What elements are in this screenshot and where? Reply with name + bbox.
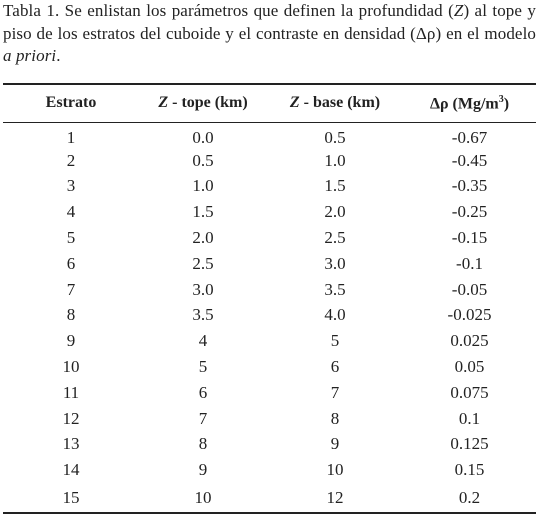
table-cell: 9 (66, 331, 76, 351)
table-row: 15 10 12 0.2 (3, 483, 536, 514)
table-row: 10 5 6 0.05 (3, 354, 536, 380)
table-cell: 5 (66, 228, 76, 248)
caption-text: Z (453, 1, 464, 20)
header-text: - base (km) (299, 94, 381, 112)
table-header: Estrato Z - tope (km) Z - base (km) Δρ (Mg/… (3, 84, 536, 122)
table-cell: -0.025 (447, 305, 492, 325)
table-cell: 7 (198, 408, 208, 428)
table-cell: 12 (62, 408, 80, 428)
table-row: 5 2.0 2.5 -0.15 (3, 225, 536, 251)
table-cell: -0.45 (451, 150, 488, 170)
table-cell: 3.0 (324, 253, 346, 273)
table-cell: 0.5 (324, 127, 346, 147)
table-cell: 9 (330, 434, 340, 454)
table-cell: 0.2 (458, 487, 481, 507)
header-text: 3 (498, 93, 504, 105)
table-row: 2 0.5 1.0 -0.45 (3, 148, 536, 174)
table-cell: 1 (66, 127, 76, 147)
table-body: 1 0.0 0.5 -0.67 2 0.5 1.0 -0.45 3 1.0 1.5 -0.35 4 1.5… (3, 122, 536, 514)
table-cell: 7 (330, 382, 340, 402)
table-cell: 1.5 (324, 176, 346, 196)
table-cell: 0.15 (454, 460, 485, 480)
table-cell: 2 (66, 150, 76, 170)
caption-text: ) al tope y piso de los estratos del cub… (3, 1, 536, 43)
table-cell: 8 (66, 305, 76, 325)
table-cell: -0.05 (451, 279, 488, 299)
table-cell: 1.0 (192, 176, 214, 196)
table-row: 7 3.0 3.5 -0.05 (3, 277, 536, 303)
column-header: Z - base (km) (267, 84, 403, 122)
table-cell: -0.1 (456, 253, 483, 273)
table-row: 13 8 9 0.125 (3, 432, 536, 458)
table-cell: -0.25 (451, 202, 488, 222)
table-cell: 0.025 (450, 331, 489, 351)
table-cell: 1.5 (192, 202, 214, 222)
table-cell: 7 (66, 279, 76, 299)
table-cell: 0.0 (192, 127, 214, 147)
table-cell: 15 (62, 487, 80, 507)
header-text: Z (158, 94, 169, 112)
table-cell: -0.67 (451, 127, 488, 147)
table-cell: 2.0 (192, 228, 214, 248)
table-cell: 10 (194, 487, 212, 507)
table-cell: 2.5 (192, 253, 214, 273)
column-header: Estrato (3, 84, 139, 122)
table-cell: 8 (330, 408, 340, 428)
table-cell: 0.125 (450, 434, 489, 454)
header-text: Δρ (Mg/m (429, 94, 499, 112)
table-cell: 11 (62, 382, 80, 402)
table-cell: 12 (326, 487, 344, 507)
table-row: 3 1.0 1.5 -0.35 (3, 174, 536, 200)
table-cell: 1.0 (324, 150, 346, 170)
header-row: Estrato Z - tope (km) Z - base (km) Δρ (Mg/… (3, 84, 536, 122)
table-cell: 0.075 (450, 382, 489, 402)
table-cell: 4 (66, 202, 76, 222)
table-cell: 5 (198, 357, 208, 377)
caption-text: a priori (3, 46, 57, 65)
column-header: Z - tope (km) (139, 84, 267, 122)
table-cell: -0.35 (451, 176, 488, 196)
table-cell: 8 (198, 434, 208, 454)
table-cell: 4 (198, 331, 208, 351)
table-cell: 4.0 (324, 305, 346, 325)
table-cell: 2.0 (324, 202, 346, 222)
table-cell: 10 (326, 460, 344, 480)
table-cell: 3.5 (192, 305, 214, 325)
table-cell: 0.1 (458, 408, 481, 428)
header-text: ) (503, 94, 510, 112)
table-cell: 9 (198, 460, 208, 480)
table-row: 12 7 8 0.1 (3, 406, 536, 432)
table-cell: 3.5 (324, 279, 346, 299)
table-cell: 10 (62, 357, 80, 377)
table-cell: 6 (198, 382, 208, 402)
table-cell: 13 (62, 434, 80, 454)
table-cell: 3 (66, 176, 76, 196)
table-row: 6 2.5 3.0 -0.1 (3, 251, 536, 277)
table-cell: 5 (330, 331, 340, 351)
table-cell: 14 (62, 460, 80, 480)
table-row: 11 6 7 0.075 (3, 380, 536, 406)
table-cell: 0.05 (454, 357, 485, 377)
table-cell: 3.0 (192, 279, 214, 299)
column-header: Δρ (Mg/m3) (403, 84, 536, 122)
table-cell: -0.15 (451, 228, 488, 248)
table-row: 1 0.0 0.5 -0.67 (3, 122, 536, 148)
table-cell: 6 (66, 253, 76, 273)
table-row: 9 4 5 0.025 (3, 328, 536, 354)
table-row: 8 3.5 4.0 -0.025 (3, 303, 536, 329)
table-cell: 0.5 (192, 150, 214, 170)
table-cell: 2.5 (324, 228, 346, 248)
caption-text: . (56, 46, 61, 65)
table-cell: 6 (330, 357, 340, 377)
caption-text: Tabla 1. Se enlistan los parámetros que … (3, 1, 454, 20)
table-row: 4 1.5 2.0 -0.25 (3, 199, 536, 225)
table-caption: Tabla 1. Se enlistan los parámetros que … (3, 0, 536, 68)
data-table: Estrato Z - tope (km) Z - base (km) Δρ (Mg/… (3, 83, 536, 514)
header-text: - tope (km) (168, 94, 248, 112)
header-text: Z (289, 94, 300, 112)
table-row: 14 9 10 0.15 (3, 457, 536, 483)
header-text: Estrato (45, 94, 97, 112)
